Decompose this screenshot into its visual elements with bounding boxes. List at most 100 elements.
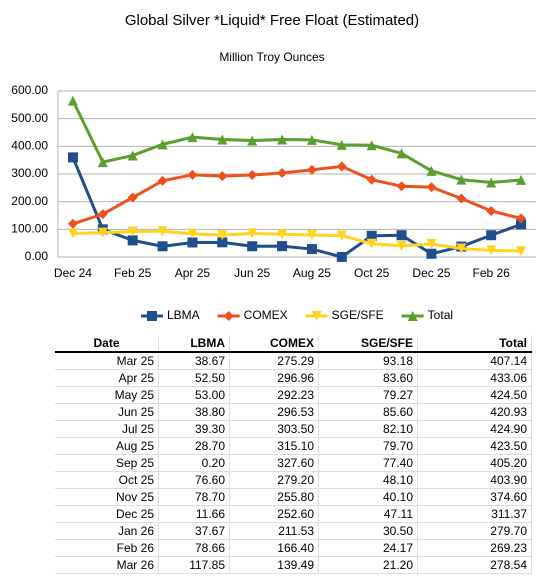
table-cell: 93.18 xyxy=(318,352,418,370)
y-tick-label: 100.00 xyxy=(11,222,48,236)
table-cell: 374.60 xyxy=(417,488,532,506)
y-tick-label: 300.00 xyxy=(11,166,48,180)
table-cell: 21.20 xyxy=(318,556,418,574)
y-tick-label: 200.00 xyxy=(11,194,48,208)
table-cell: 47.11 xyxy=(318,505,418,523)
table-row: Jun 25 38.80 296.53 85.60 420.93 xyxy=(55,403,532,421)
table-cell: 424.90 xyxy=(417,420,532,438)
marker xyxy=(396,240,407,251)
marker xyxy=(187,228,198,239)
table-cell: Jan 26 xyxy=(55,522,159,540)
marker xyxy=(157,175,168,186)
marker xyxy=(127,150,138,161)
marker xyxy=(516,213,527,224)
table-cell: 83.60 xyxy=(318,369,418,387)
chart: Global Silver *Liquid* Free Float (Estim… xyxy=(11,12,536,322)
marker xyxy=(336,251,347,262)
table-cell: Sep 25 xyxy=(55,454,159,472)
marker xyxy=(187,169,198,180)
table-cell: Dec 25 xyxy=(55,505,159,523)
table-cell: 255.80 xyxy=(229,488,319,506)
marker xyxy=(456,243,467,254)
table-cell: 79.27 xyxy=(318,386,418,404)
table-cell: Feb 26 xyxy=(55,539,159,557)
marker xyxy=(486,177,497,188)
marker xyxy=(277,241,288,252)
table-cell: 77.40 xyxy=(318,454,418,472)
table-cell: 279.20 xyxy=(229,471,319,489)
table-cell: 315.10 xyxy=(229,437,319,455)
marker xyxy=(306,164,317,175)
x-tick-label: Dec 25 xyxy=(412,266,450,280)
x-tick-label: Apr 25 xyxy=(175,266,211,280)
table-cell: 407.14 xyxy=(417,352,532,370)
legend-marker xyxy=(311,311,322,321)
table-cell: 296.96 xyxy=(229,369,319,387)
marker xyxy=(217,230,228,241)
marker xyxy=(366,140,377,151)
x-tick-label: Feb 26 xyxy=(473,266,511,280)
table-cell: 39.30 xyxy=(158,420,230,438)
marker xyxy=(127,226,138,237)
table-row: Jul 25 39.30 303.50 82.10 424.90 xyxy=(55,420,532,438)
table-cell: 139.49 xyxy=(229,556,319,574)
table-cell: 327.60 xyxy=(229,454,319,472)
table-cell: 79.70 xyxy=(318,437,418,455)
table-cell: 38.80 xyxy=(158,403,230,421)
marker xyxy=(366,238,377,249)
x-tick-label: Aug 25 xyxy=(293,266,331,280)
marker xyxy=(277,134,288,145)
marker xyxy=(486,245,497,256)
table-cell: 269.23 xyxy=(417,539,532,557)
column-header: Date xyxy=(55,335,159,353)
table-row: Mar 26 117.85 139.49 21.20 278.54 xyxy=(55,556,532,574)
column-header: COMEX xyxy=(229,335,319,353)
marker xyxy=(426,248,437,259)
marker xyxy=(306,134,317,145)
table-cell: Mar 25 xyxy=(55,352,159,370)
marker xyxy=(157,139,168,150)
marker xyxy=(426,182,437,193)
table-cell: May 25 xyxy=(55,386,159,404)
table-cell: Nov 25 xyxy=(55,488,159,506)
table-body: Mar 25 38.67 275.29 93.18 407.14 Apr 25 52.50 2… xyxy=(55,352,532,574)
table-cell: 48.10 xyxy=(318,471,418,489)
marker xyxy=(127,192,138,203)
table-row: Dec 25 11.66 252.60 47.11 311.37 xyxy=(55,505,532,523)
marker xyxy=(396,148,407,159)
table-cell: 82.10 xyxy=(318,420,418,438)
marker xyxy=(396,181,407,192)
marker xyxy=(277,229,288,240)
table-cell: 405.20 xyxy=(417,454,532,472)
series-line xyxy=(71,100,522,185)
marker xyxy=(97,157,108,168)
table-row: Nov 25 78.70 255.80 40.10 374.60 xyxy=(55,488,532,506)
marker xyxy=(127,235,138,246)
table-cell: 24.17 xyxy=(318,539,418,557)
table-cell: 424.50 xyxy=(417,386,532,404)
marker xyxy=(157,226,168,237)
table-cell: 433.06 xyxy=(417,369,532,387)
chart-title: Global Silver *Liquid* Free Float (Estim… xyxy=(125,12,419,29)
marker xyxy=(426,165,437,176)
table-cell: 278.54 xyxy=(417,556,532,574)
series-line xyxy=(72,164,522,226)
legend-marker xyxy=(407,311,418,321)
table-cell: Jul 25 xyxy=(55,420,159,438)
marker xyxy=(97,209,108,220)
table-cell: Mar 26 xyxy=(55,556,159,574)
table-cell: 85.60 xyxy=(318,403,418,421)
legend-label: SGE/SFE xyxy=(332,308,384,322)
table-cell: 211.53 xyxy=(229,522,319,540)
table-cell: 37.67 xyxy=(158,522,230,540)
table-row: Sep 25 0.20 327.60 77.40 405.20 xyxy=(55,454,532,472)
marker xyxy=(217,134,228,145)
table-cell: 53.00 xyxy=(158,386,230,404)
table-row: Mar 25 38.67 275.29 93.18 407.14 xyxy=(55,352,532,370)
x-tick-label: Oct 25 xyxy=(354,266,390,280)
marker xyxy=(277,168,288,179)
table-cell: 279.70 xyxy=(417,522,532,540)
marker xyxy=(67,218,78,229)
marker xyxy=(247,135,258,146)
